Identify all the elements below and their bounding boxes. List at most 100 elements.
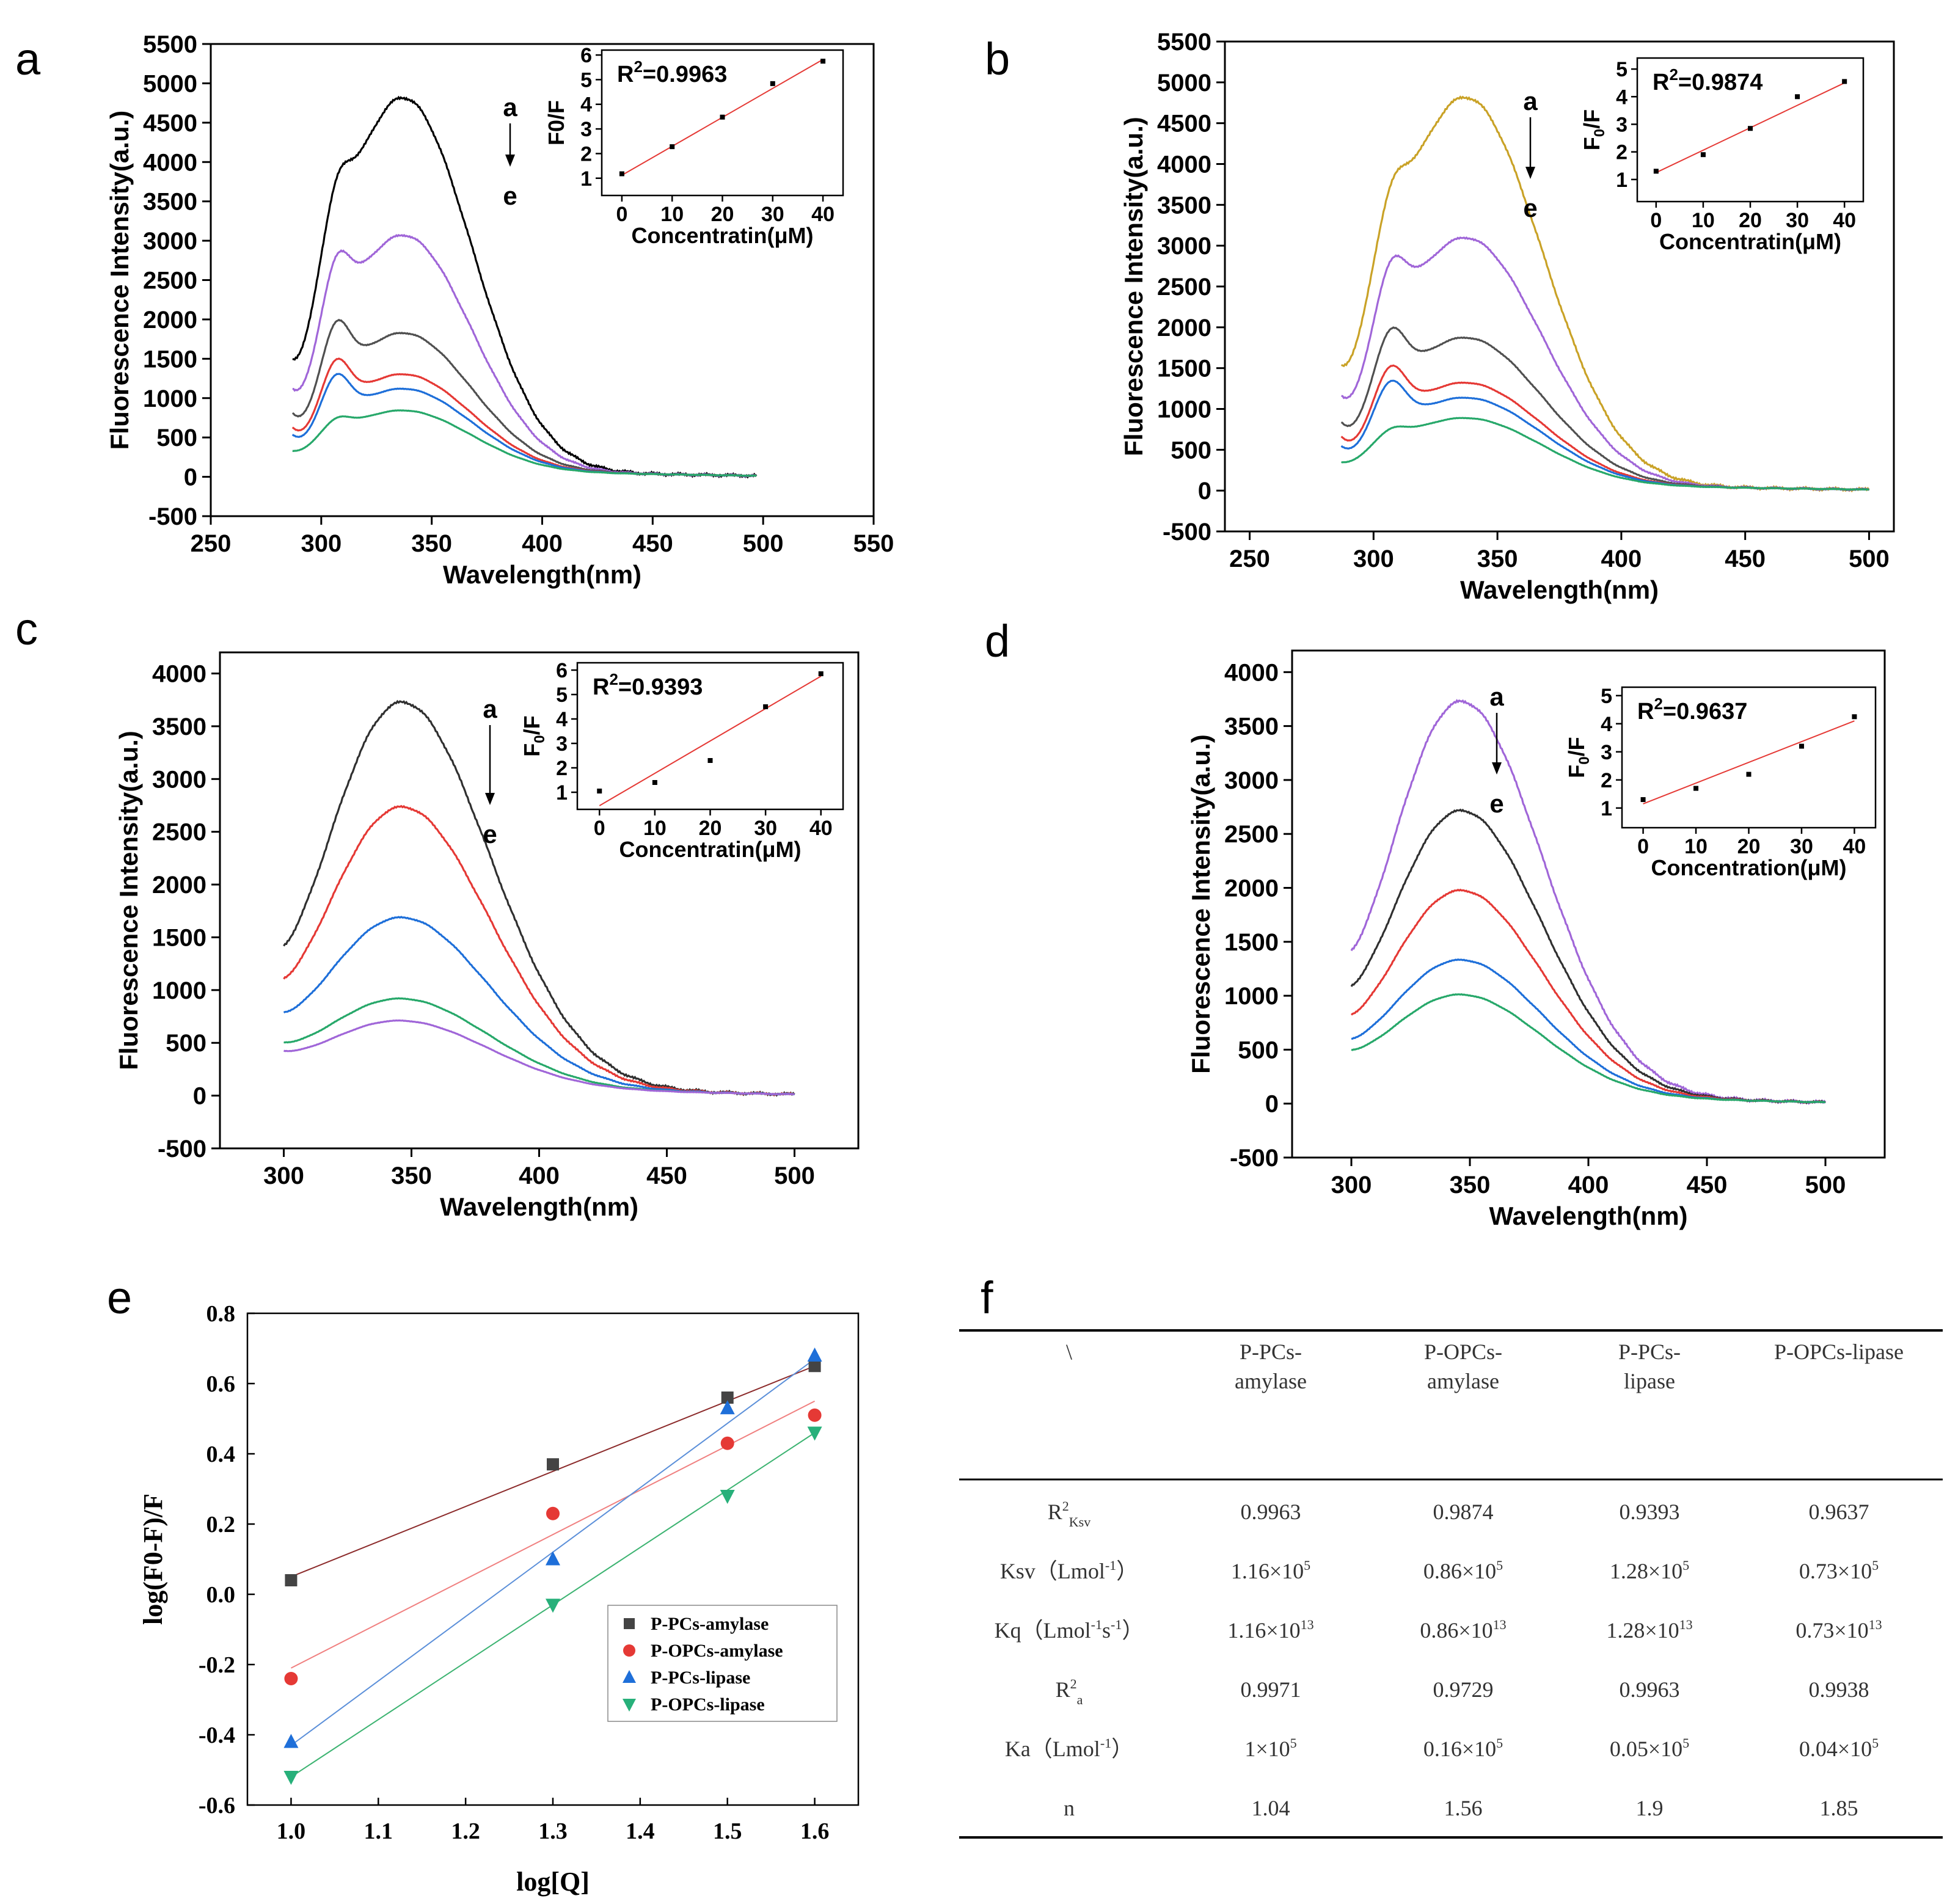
y-tick-label: 0.8 (206, 1301, 236, 1327)
legend-marker-P-OPCs-amylase (623, 1644, 635, 1657)
cell-main: 0.16×10 (1423, 1737, 1496, 1761)
y-tick-label: 500 (1171, 437, 1211, 464)
y-tick-label: 1000 (1157, 396, 1211, 423)
y-axis-title: Fluorescence Intensity(a.u.) (1186, 734, 1215, 1073)
legend-label: P-PCs-lipase (651, 1668, 750, 1688)
x-tick-label: 350 (1450, 1172, 1491, 1198)
inset-x-tick-label: 20 (711, 203, 734, 226)
y-tick-label: -0.6 (199, 1793, 235, 1818)
inset-y-title-sub: 0 (1576, 756, 1593, 764)
data-point-P-OPCs-amylase (808, 1408, 822, 1422)
table-cell: 1.9 (1636, 1796, 1664, 1820)
inset-y-tick-label: 5 (1601, 685, 1612, 708)
table-cell: 0.16×105 (1423, 1735, 1503, 1761)
table-row-label: R2Ksv (1048, 1498, 1090, 1530)
x-tick-label: 400 (1568, 1172, 1609, 1198)
x-tick-label: 550 (853, 530, 894, 557)
table-cell: 1.85 (1820, 1796, 1858, 1820)
inset-x-tick-label: 30 (754, 817, 777, 840)
inset-x-tick-label: 30 (761, 203, 784, 226)
r2-main: R (1637, 699, 1654, 724)
inset-y-tick-label: 2 (556, 757, 568, 780)
row-label-sub: Ksv (1069, 1514, 1090, 1530)
arrow-label-bottom: e (1523, 194, 1537, 222)
inset-data-point (707, 758, 713, 763)
legend-marker-P-OPCs-lipase (623, 1699, 636, 1712)
y-tick-label: 4000 (1224, 659, 1279, 686)
y-tick-label: 4000 (143, 149, 197, 176)
row-label-main: Kq（Lmol (995, 1618, 1091, 1643)
y-axis-title: log(F0-F)/F (138, 1494, 168, 1625)
panel-letter-c: c (15, 604, 38, 654)
inset-x-title: Concentratin(μM) (1659, 229, 1841, 254)
data-point-P-PCs-amylase (547, 1458, 559, 1471)
cell-main: 0.73×10 (1799, 1559, 1872, 1583)
y-tick-label: 1000 (152, 977, 206, 1004)
r2-value: =0.9963 (643, 62, 727, 87)
data-point-P-PCs-lipase (283, 1734, 299, 1748)
x-tick-label: 1.6 (800, 1818, 830, 1844)
inset-x-tick-label: 0 (594, 817, 605, 840)
cell-main: 0.9729 (1433, 1677, 1494, 1702)
row-label-main: Ka（Lmol (1005, 1737, 1100, 1761)
table-cell: 1.16×1013 (1227, 1617, 1313, 1643)
data-point-P-OPCs-amylase (284, 1672, 298, 1685)
y-tick-label: 0.6 (206, 1371, 236, 1397)
inset-data-point (1795, 94, 1800, 100)
x-tick-label: 350 (391, 1162, 432, 1189)
inset-y-title: F0/F (1579, 109, 1608, 150)
cell-sup: 13 (1679, 1617, 1693, 1632)
y-tick-label: 3000 (1224, 767, 1279, 794)
data-point-P-OPCs-amylase (720, 1436, 734, 1450)
r2-main: R (617, 62, 634, 87)
row-label-sup2: -1 (1111, 1617, 1122, 1632)
inset-y-tick-label: 2 (1616, 141, 1627, 164)
y-tick-label: -0.2 (199, 1652, 235, 1678)
table-header-cell: amylase (1427, 1369, 1499, 1393)
cell-sup: 5 (1872, 1558, 1879, 1573)
data-point-P-OPCs-amylase (546, 1506, 560, 1520)
y-axis-title: Fluorescence Intensity(a.u.) (1119, 117, 1148, 456)
inset-y-title-rest: /F (519, 715, 544, 735)
table-cell: 0.73×105 (1799, 1558, 1879, 1583)
cell-main: 1.16×10 (1231, 1559, 1304, 1583)
y-tick-label: 1500 (1224, 929, 1279, 956)
chart-d: 300 350 400 450 500-500050010001500200025003… (1186, 649, 1886, 1230)
inset-fit-line (1643, 720, 1855, 804)
y-tick-label: 2500 (143, 268, 197, 294)
cell-sup: 13 (1493, 1617, 1507, 1632)
y-tick-label: -500 (1163, 519, 1211, 545)
y-tick-label: 500 (1238, 1037, 1279, 1063)
y-tick-label: 5500 (1157, 29, 1211, 56)
y-tick-label: 3500 (152, 713, 206, 740)
y-tick-label: 0 (1198, 478, 1211, 505)
cell-main: 1.85 (1820, 1796, 1858, 1820)
y-tick-label: 0.2 (206, 1512, 236, 1537)
y-tick-label: 2500 (1224, 821, 1279, 848)
y-tick-label: 2000 (1157, 315, 1211, 341)
arrow-label-top: a (1523, 87, 1538, 115)
table-cell: 0.9938 (1809, 1677, 1869, 1702)
inset-x-title: Concentration(μM) (1651, 855, 1847, 880)
inset-y-title-rest: /F (1579, 109, 1604, 129)
series-line-curve-2 (292, 233, 757, 478)
cell-main: 1×10 (1244, 1737, 1290, 1761)
table-corner: \ (1066, 1340, 1072, 1364)
arrow-head (1525, 167, 1535, 179)
y-tick-label: -500 (148, 503, 197, 530)
row-label-sup: -1 (1100, 1735, 1111, 1751)
y-tick-label: 5000 (1157, 70, 1211, 97)
y-tick-label: 2000 (143, 307, 197, 334)
y-axis-title: Fluorescence Intensity(a.u.) (114, 731, 143, 1070)
table-row-label: Ksv（Lmol-1） (1000, 1558, 1138, 1583)
series-line-curve-5 (1351, 993, 1826, 1104)
y-tick-label: 1500 (143, 346, 197, 373)
table-header-cell: P-PCs- (1618, 1340, 1681, 1364)
arrow-head (485, 793, 495, 805)
table-row-label: n (1064, 1796, 1075, 1820)
inset-y-tick-label: 5 (1616, 58, 1627, 81)
table-cell: 0.9963 (1620, 1677, 1680, 1702)
x-tick-label: 1.0 (277, 1818, 306, 1844)
r2-value: =0.9874 (1678, 70, 1763, 95)
